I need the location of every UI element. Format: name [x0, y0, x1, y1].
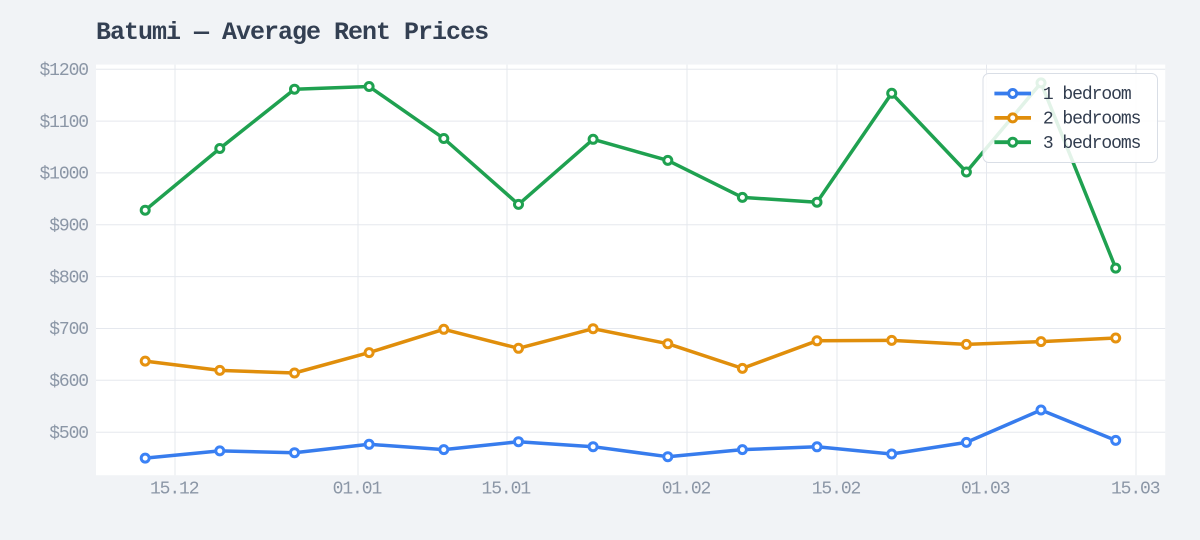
svg-text:$700: $700: [49, 320, 88, 340]
svg-text:$1200: $1200: [39, 61, 88, 81]
svg-text:01.01: 01.01: [333, 479, 382, 499]
svg-text:15.01: 15.01: [482, 479, 531, 499]
svg-text:15.02: 15.02: [812, 479, 861, 499]
svg-text:$900: $900: [49, 217, 88, 237]
svg-text:Batumi — Average Rent Prices: Batumi — Average Rent Prices: [96, 18, 488, 47]
svg-text:$1000: $1000: [39, 165, 88, 185]
svg-text:$600: $600: [49, 372, 88, 392]
svg-text:1 bedroom: 1 bedroom: [1043, 85, 1131, 105]
svg-text:15.12: 15.12: [150, 479, 199, 499]
svg-text:$500: $500: [49, 424, 88, 444]
svg-text:15.03: 15.03: [1111, 479, 1160, 499]
svg-text:2 bedrooms: 2 bedrooms: [1043, 110, 1141, 130]
svg-text:$800: $800: [49, 268, 88, 288]
svg-text:$1100: $1100: [39, 113, 88, 133]
svg-text:01.02: 01.02: [662, 479, 711, 499]
svg-text:01.03: 01.03: [961, 479, 1010, 499]
svg-text:3 bedrooms: 3 bedrooms: [1043, 134, 1141, 154]
